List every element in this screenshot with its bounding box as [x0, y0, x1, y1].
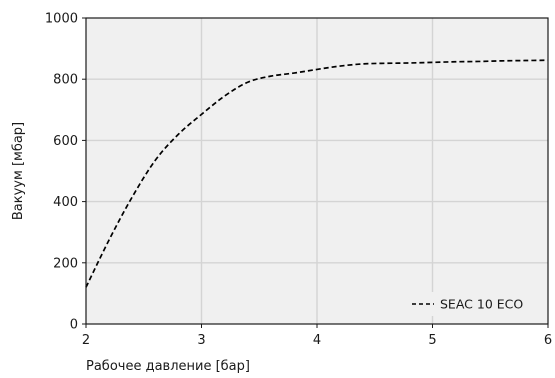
- y-tick-label: 0: [70, 318, 78, 333]
- y-tick-label: 600: [53, 134, 78, 149]
- x-tick-label: 5: [428, 333, 436, 348]
- y-tick-label: 1000: [45, 12, 78, 27]
- legend-box: [402, 292, 539, 316]
- y-axis-label: Вакуум [мбар]: [11, 122, 26, 220]
- y-tick-labels: 0 200 400 600 800 1000: [45, 12, 78, 333]
- series-line: [85, 59, 549, 288]
- plot-frame: [85, 17, 549, 325]
- tick-marks: [82, 17, 549, 328]
- x-tick-label: 3: [197, 333, 205, 348]
- x-tick-label: 4: [313, 333, 321, 348]
- y-tick-label: 400: [53, 195, 78, 210]
- legend-label: SEAC 10 ECO: [440, 297, 523, 312]
- x-axis-label: Рабочее давление [бар]: [86, 359, 250, 374]
- series-layer: [85, 59, 549, 288]
- x-tick-label: 2: [82, 333, 90, 348]
- x-tick-label: 6: [544, 333, 552, 348]
- grid-lines: [86, 18, 548, 324]
- y-tick-label: 200: [53, 256, 78, 271]
- x-tick-labels: 2 3 4 5 6: [82, 333, 552, 348]
- y-tick-label: 800: [53, 73, 78, 88]
- legend: SEAC 10 ECO: [402, 292, 539, 316]
